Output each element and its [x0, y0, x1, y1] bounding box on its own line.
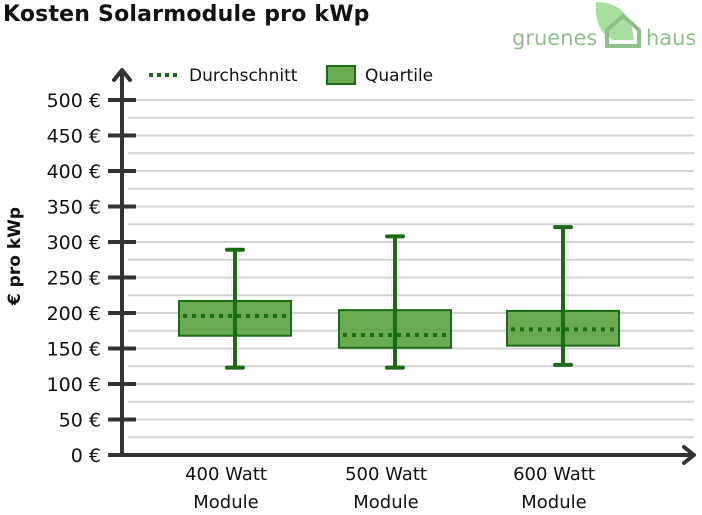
y-axis-arrow-icon	[112, 68, 132, 82]
x-tick-label: Module	[193, 492, 258, 513]
legend-label-quartile: Quartile	[365, 66, 433, 86]
x-tick-label: Module	[353, 492, 418, 513]
y-tick-label: 50 €	[59, 410, 101, 432]
legend-label-mean: Durchschnitt	[189, 66, 298, 86]
y-tick-label: 150 €	[47, 339, 101, 361]
legend-quartile-swatch	[326, 65, 356, 85]
x-tick-label: 500 Watt	[345, 464, 427, 485]
y-tick-label: 500 €	[47, 90, 101, 112]
x-tick-label: 600 Watt	[513, 464, 595, 485]
y-tick-label: 300 €	[47, 232, 101, 254]
y-tick-label: 200 €	[47, 303, 101, 325]
y-tick-label: 400 €	[47, 161, 101, 183]
x-tick-label: Module	[521, 492, 586, 513]
y-tick-label: 250 €	[47, 268, 101, 290]
x-axis-arrow-icon	[682, 445, 696, 465]
y-tick-label: 100 €	[47, 374, 101, 396]
chart-title: Kosten Solarmodule pro kWp	[3, 2, 370, 27]
logo-text-right: haus	[646, 26, 697, 50]
y-tick-label: 0 €	[71, 445, 101, 467]
leaf-house-icon	[595, 2, 641, 48]
brand-logo: gruenes haus	[510, 0, 702, 56]
x-tick-label: 400 Watt	[185, 464, 267, 485]
logo-text-left: gruenes	[512, 26, 598, 50]
y-tick-label: 350 €	[47, 197, 101, 219]
y-tick-label: 450 €	[47, 126, 101, 148]
